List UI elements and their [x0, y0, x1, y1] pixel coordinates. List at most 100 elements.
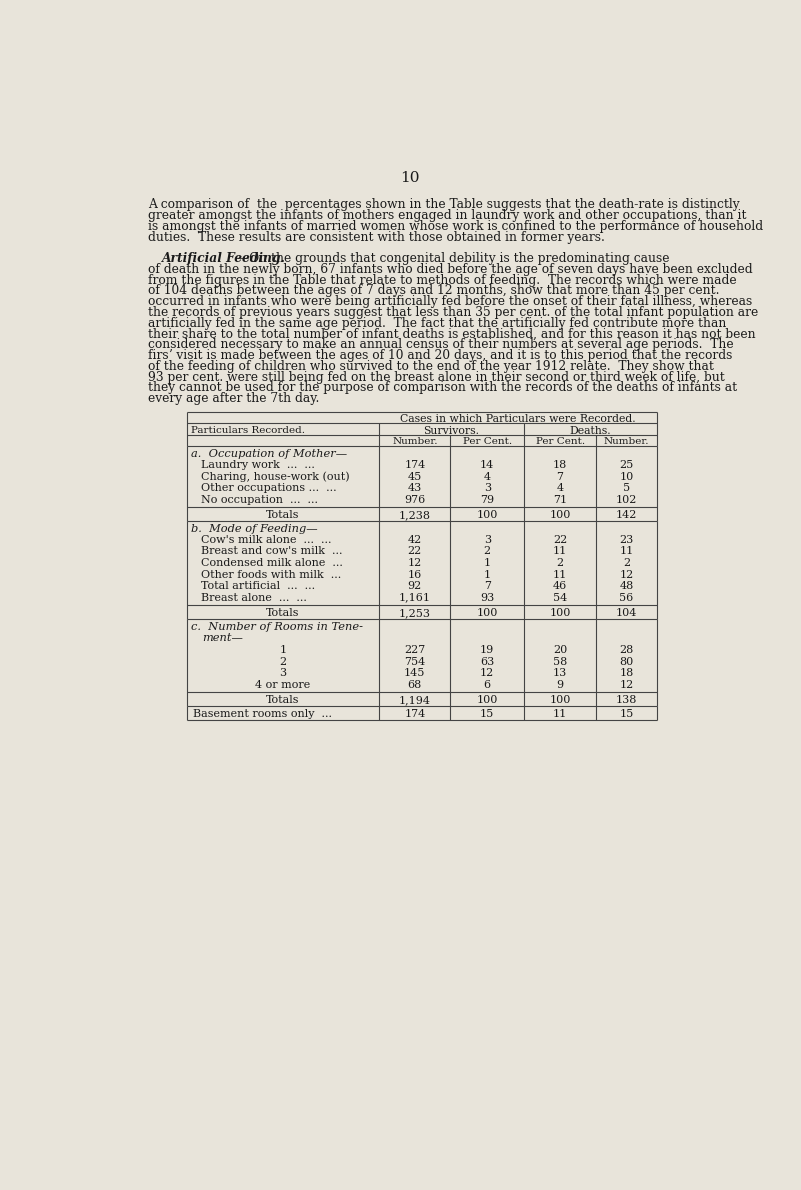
Text: 12: 12	[480, 668, 494, 678]
Text: 754: 754	[405, 657, 425, 666]
Text: 15: 15	[619, 709, 634, 719]
Text: 1,238: 1,238	[399, 511, 431, 520]
Text: 100: 100	[549, 608, 571, 618]
Text: 976: 976	[405, 495, 425, 505]
Text: Cases in which Particulars were Recorded.: Cases in which Particulars were Recorded…	[400, 414, 636, 424]
Text: No occupation  ...  ...: No occupation ... ...	[201, 495, 318, 505]
Text: occurred in infants who were being artificially fed before the onset of their fa: occurred in infants who were being artif…	[148, 295, 752, 308]
Text: 2: 2	[557, 558, 564, 568]
Text: 19: 19	[480, 645, 494, 654]
Text: A comparison of  the  percentages shown in the Table suggests that the death-rat: A comparison of the percentages shown in…	[148, 199, 740, 212]
Text: 1: 1	[484, 570, 491, 580]
Text: Number.: Number.	[604, 437, 649, 446]
Text: 10: 10	[400, 170, 420, 184]
Text: 7: 7	[484, 581, 491, 591]
Text: Charing, house-work (out): Charing, house-work (out)	[201, 471, 349, 482]
Text: 3: 3	[484, 534, 491, 545]
Text: firsʼ visit is made between the ages of 10 and 20 days, and it is to this period: firsʼ visit is made between the ages of …	[148, 349, 733, 362]
Text: 12: 12	[619, 679, 634, 690]
Text: 42: 42	[408, 534, 422, 545]
Text: 3: 3	[484, 483, 491, 494]
Text: Basement rooms only  ...: Basement rooms only ...	[193, 709, 332, 719]
Text: 227: 227	[405, 645, 425, 654]
Text: Breast alone  ...  ...: Breast alone ... ...	[201, 593, 307, 602]
Text: Totals: Totals	[266, 608, 300, 618]
Text: 1,253: 1,253	[399, 608, 431, 618]
Text: 104: 104	[616, 608, 637, 618]
Text: every age after the 7th day.: every age after the 7th day.	[148, 393, 320, 406]
Text: 174: 174	[405, 709, 425, 719]
Text: 93 per cent. were still being fed on the breast alone in their second or third w: 93 per cent. were still being fed on the…	[148, 371, 725, 383]
Text: Other occupations ...  ...: Other occupations ... ...	[201, 483, 336, 494]
Text: 142: 142	[616, 511, 637, 520]
Text: Laundry work  ...  ...: Laundry work ... ...	[201, 461, 315, 470]
Text: 92: 92	[408, 581, 422, 591]
Text: 145: 145	[404, 668, 425, 678]
Text: 9: 9	[557, 679, 564, 690]
Text: considered necessary to make an annual census of their numbers at several age pe: considered necessary to make an annual c…	[148, 338, 734, 351]
Text: 102: 102	[616, 495, 637, 505]
Text: 15: 15	[480, 709, 494, 719]
Text: their share to the total number of infant deaths is established, and for this re: their share to the total number of infan…	[148, 327, 756, 340]
Text: Survivors.: Survivors.	[424, 426, 480, 436]
Text: 25: 25	[619, 461, 634, 470]
Text: 46: 46	[553, 581, 567, 591]
Text: greater amongst the infants of mothers engaged in laundry work and other occupat: greater amongst the infants of mothers e…	[148, 209, 747, 223]
Text: 3: 3	[280, 668, 287, 678]
Text: 100: 100	[549, 695, 571, 704]
Text: duties.  These results are consistent with those obtained in former years.: duties. These results are consistent wit…	[148, 231, 605, 244]
Text: Total artificial  ...  ...: Total artificial ... ...	[201, 581, 315, 591]
Text: 174: 174	[405, 461, 425, 470]
Text: 80: 80	[619, 657, 634, 666]
Text: 22: 22	[553, 534, 567, 545]
Text: 43: 43	[408, 483, 422, 494]
Text: 28: 28	[619, 645, 634, 654]
Text: Per Cent.: Per Cent.	[463, 437, 512, 446]
Text: Other foods with milk  ...: Other foods with milk ...	[201, 570, 341, 580]
Text: Particulars Recorded.: Particulars Recorded.	[191, 426, 305, 434]
Text: 1,161: 1,161	[399, 593, 431, 602]
Text: 23: 23	[619, 534, 634, 545]
Text: 79: 79	[480, 495, 494, 505]
Text: Totals: Totals	[266, 511, 300, 520]
Text: 12: 12	[408, 558, 422, 568]
Text: 18: 18	[619, 668, 634, 678]
Text: 12: 12	[619, 570, 634, 580]
Text: 4: 4	[484, 471, 491, 482]
Text: Cow's milk alone  ...  ...: Cow's milk alone ... ...	[201, 534, 332, 545]
Text: Number.: Number.	[392, 437, 437, 446]
Text: Breast and cow's milk  ...: Breast and cow's milk ...	[201, 546, 342, 557]
Text: Totals: Totals	[266, 695, 300, 704]
Text: 2: 2	[280, 657, 287, 666]
Text: 11: 11	[619, 546, 634, 557]
Text: 7: 7	[557, 471, 564, 482]
Text: ment—: ment—	[203, 633, 244, 644]
Text: 100: 100	[477, 511, 498, 520]
Text: 16: 16	[408, 570, 422, 580]
Text: 20: 20	[553, 645, 567, 654]
Text: 10: 10	[619, 471, 634, 482]
Text: 11: 11	[553, 546, 567, 557]
Text: 1,194: 1,194	[399, 695, 431, 704]
Text: 45: 45	[408, 471, 422, 482]
Text: Deaths.: Deaths.	[570, 426, 611, 436]
Text: 6: 6	[484, 679, 491, 690]
Text: 2: 2	[623, 558, 630, 568]
Text: of death in the newly born, 67 infants who died before the age of seven days hav: of death in the newly born, 67 infants w…	[148, 263, 753, 276]
Text: of the feeding of children who survived to the end of the year 1912 relate.  The: of the feeding of children who survived …	[148, 359, 714, 372]
Text: 5: 5	[623, 483, 630, 494]
Text: 18: 18	[553, 461, 567, 470]
Text: a.  Occupation of Mother—: a. Occupation of Mother—	[191, 450, 347, 459]
Text: 11: 11	[553, 709, 567, 719]
Text: Artificial Feeding.: Artificial Feeding.	[162, 252, 286, 265]
Text: from the figures in the Table that relate to methods of feeding.  The records wh: from the figures in the Table that relat…	[148, 274, 737, 287]
Text: 100: 100	[477, 608, 498, 618]
Text: 58: 58	[553, 657, 567, 666]
Text: 56: 56	[619, 593, 634, 602]
Text: 14: 14	[480, 461, 494, 470]
Text: 68: 68	[408, 679, 422, 690]
Text: —On the grounds that congenital debility is the predominating cause: —On the grounds that congenital debility…	[237, 252, 670, 265]
Text: 100: 100	[477, 695, 498, 704]
Text: 2: 2	[484, 546, 491, 557]
Text: 48: 48	[619, 581, 634, 591]
